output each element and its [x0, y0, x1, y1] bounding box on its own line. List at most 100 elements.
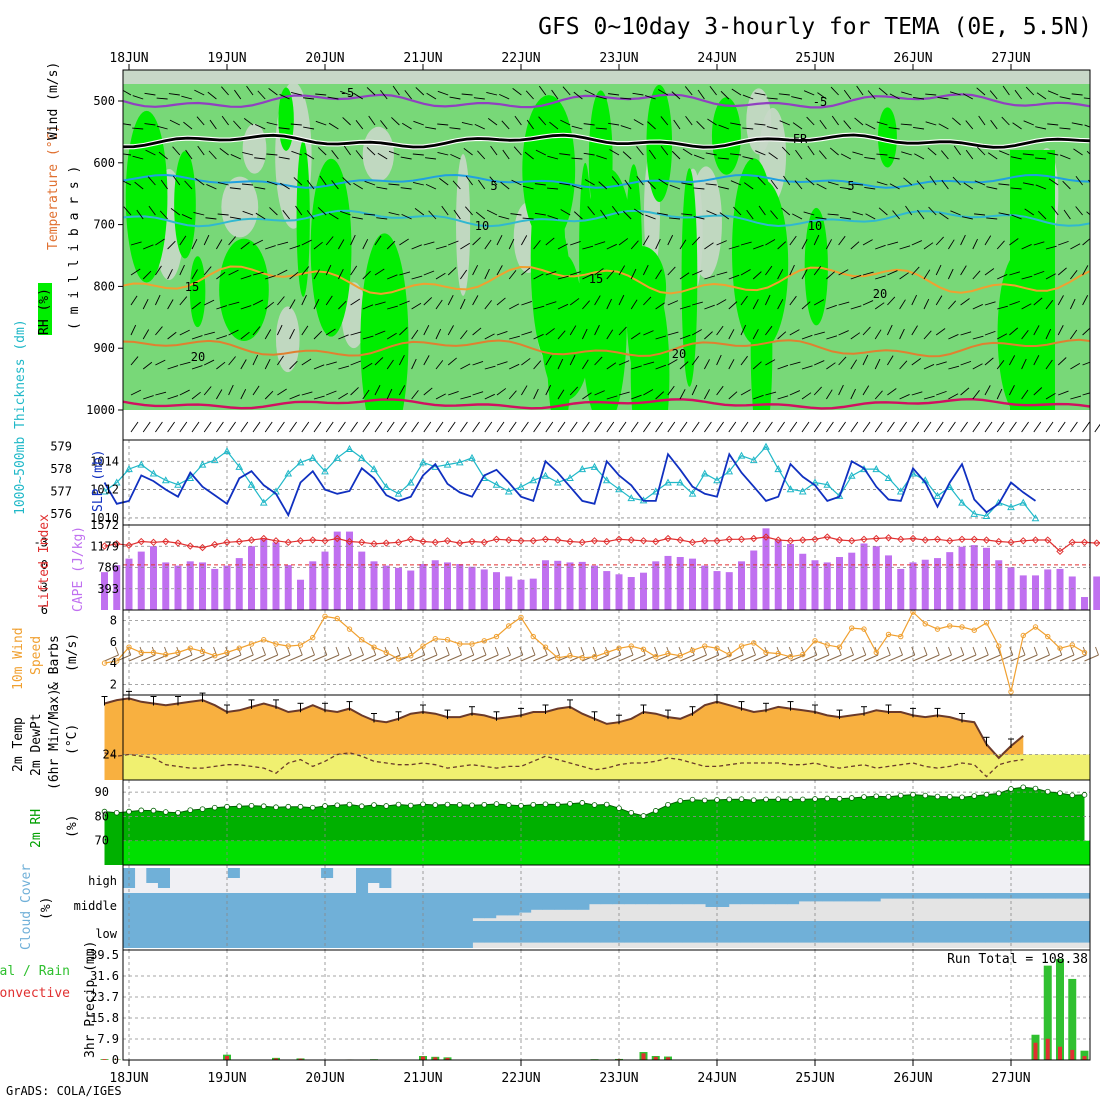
wind-barb	[783, 175, 791, 186]
isotherm-label: 10	[475, 219, 489, 233]
wind-barb	[606, 270, 615, 280]
wind-barb	[984, 385, 991, 396]
wind-barb	[813, 265, 822, 276]
wind-barb	[413, 120, 424, 126]
wind-barb	[583, 123, 595, 126]
wind-barb	[315, 93, 327, 96]
wind-barb	[1069, 298, 1076, 310]
wind-barb	[242, 210, 254, 216]
cloud-bar	[1078, 921, 1091, 943]
wind-barb	[313, 241, 323, 250]
thickness-point	[517, 482, 525, 490]
wind-barb	[207, 91, 217, 100]
wind-barb	[630, 332, 641, 340]
wind-barb	[252, 239, 264, 246]
wind-barb	[306, 210, 315, 220]
rh2m-point	[603, 801, 610, 808]
wind-barb	[1070, 329, 1078, 340]
wind-barb	[1070, 270, 1078, 280]
wind-barb	[170, 208, 181, 216]
wind-barb	[362, 362, 373, 370]
wind-barb	[827, 181, 839, 186]
wind-barb	[521, 385, 528, 396]
wind-barb	[266, 153, 278, 156]
wind-barb	[331, 180, 339, 190]
cape-bar	[235, 558, 243, 610]
wind-barb	[655, 335, 667, 340]
wind-barb	[770, 179, 778, 190]
thickness-point	[149, 469, 158, 477]
wind-barb	[1021, 303, 1032, 310]
pressure-tick-label: 600	[93, 156, 115, 170]
wind-barb	[255, 212, 266, 220]
date-label-bottom: 24JUN	[697, 1071, 736, 1086]
wind-barb-flag	[494, 646, 499, 656]
li-point	[431, 538, 439, 547]
wind-speed-point	[224, 649, 230, 656]
wind-barb	[1071, 122, 1083, 126]
wind-barb	[584, 179, 595, 186]
rh-dry-patch	[242, 123, 267, 174]
cape-bar	[137, 551, 145, 610]
wind-barb	[766, 126, 778, 130]
wind-barb	[608, 93, 620, 96]
cape-bar	[125, 558, 133, 610]
wind-barb	[496, 421, 505, 433]
cape-bar	[603, 571, 611, 610]
wind-barb	[693, 216, 705, 220]
rh2m-point	[579, 800, 586, 806]
cloud-bar	[833, 921, 846, 943]
cloud-bar	[239, 893, 252, 921]
li-point	[235, 537, 243, 546]
rh2m-point	[383, 803, 390, 809]
cloud-bar	[705, 893, 718, 907]
wind-barb	[778, 654, 793, 662]
wind-barb	[411, 329, 419, 340]
date-label-top: 25JUN	[795, 51, 834, 66]
wind-barb	[630, 268, 637, 280]
cape-bar	[713, 571, 721, 610]
wind-barb	[306, 180, 315, 190]
wind-barb	[240, 388, 247, 400]
wind-barb	[582, 300, 590, 310]
wind-barb	[203, 234, 210, 246]
wind-barb	[144, 92, 156, 96]
cloud-bar	[915, 921, 928, 943]
wind-barb	[459, 654, 474, 662]
wind-barb	[805, 177, 815, 186]
wind-barb	[374, 268, 385, 276]
rh2m-point	[358, 803, 365, 810]
thickness-point	[798, 487, 807, 495]
cloud-bar	[973, 893, 986, 899]
wind-barb	[632, 92, 644, 96]
wind-barb	[704, 654, 719, 662]
li-point	[823, 533, 831, 541]
cloud-bar	[1020, 893, 1033, 899]
wind-barb	[472, 391, 484, 396]
wind-barb	[460, 395, 472, 400]
wind-barb	[123, 180, 132, 186]
cloud-bar	[134, 893, 147, 921]
precip-conv-bar	[114, 1059, 119, 1060]
precip-tick-label: 31.6	[90, 969, 119, 983]
wind-barb	[159, 210, 168, 220]
wind-barb	[399, 271, 411, 276]
cloud-bar	[670, 921, 683, 943]
rh-moist-patch	[878, 107, 897, 168]
cloud-bar	[1043, 921, 1056, 943]
chart-title: GFS 0~10day 3-hourly for TEMA (0E, 5.5N)	[538, 14, 1092, 40]
cloud-bar	[822, 921, 835, 943]
wind-speed-point	[297, 642, 304, 648]
cape-bar	[346, 531, 353, 610]
wind-barb	[838, 356, 847, 366]
thickness-tick-label: 578	[50, 462, 72, 476]
precip-conv-bar	[641, 1053, 646, 1060]
wind-barb	[707, 118, 717, 126]
wind-barb	[423, 421, 432, 433]
isotherm-line	[123, 338, 1090, 358]
wind-barb	[1002, 85, 1010, 96]
wind-barb	[399, 421, 407, 433]
cape-bar	[407, 570, 415, 610]
wind-barb	[989, 90, 998, 100]
thickness-point	[823, 480, 832, 488]
